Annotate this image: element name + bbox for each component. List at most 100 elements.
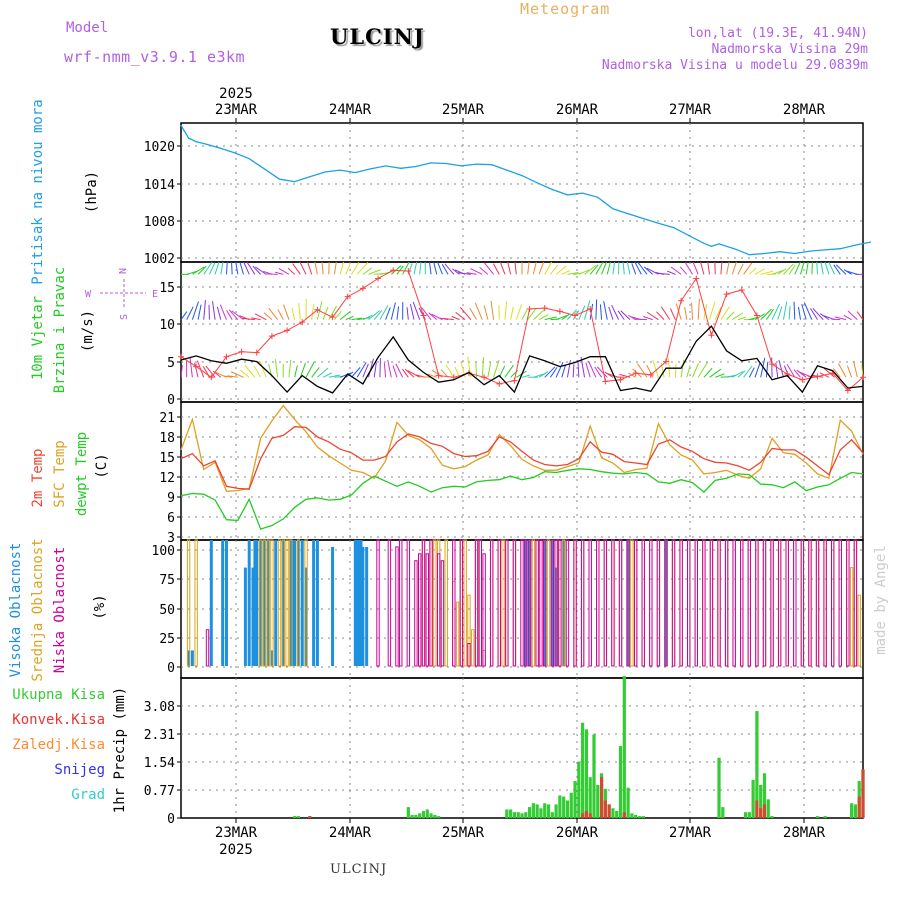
cloud-low-bar [399, 539, 403, 667]
wind-arrow [754, 313, 765, 321]
wind-arrow [499, 262, 506, 275]
wind-arrow [181, 364, 183, 378]
wind-arrow [231, 262, 233, 275]
temp-unit: (C) [94, 453, 110, 478]
wind-arrow [796, 369, 807, 378]
wind-arrow [820, 313, 830, 321]
wind-arrow [205, 365, 216, 378]
rain-total-bar [437, 816, 441, 818]
pressure-point [445, 162, 447, 165]
wind-arrow [788, 264, 796, 275]
pressure-point [180, 124, 182, 127]
cloud-low-bar [527, 539, 532, 667]
wind-arrow [732, 312, 744, 321]
rain-total-bar [641, 816, 645, 818]
rain-total-bar [509, 809, 513, 818]
wind-arrow [679, 266, 688, 275]
wind-arrow [527, 262, 530, 275]
gust-marker [526, 305, 533, 312]
cloud-low-bar [747, 539, 752, 667]
cloud-low-bar [474, 539, 479, 667]
wind-arrow [242, 317, 255, 321]
wind-arrow [288, 359, 292, 378]
cloud-low-bar [641, 539, 645, 667]
wind-arrow [298, 303, 301, 320]
cloud-low-bar [830, 539, 835, 667]
cloud-low-bar [671, 539, 676, 667]
wind-arrow [555, 314, 568, 321]
cloud-high-bar [187, 650, 191, 666]
wind-arrow [504, 364, 514, 378]
wind-arrow [812, 308, 824, 320]
wind-arrow [834, 316, 847, 321]
y-tick-label: 3.08 [144, 700, 175, 715]
wind-arrow [853, 360, 858, 378]
wind-arrow [305, 361, 315, 378]
pressure-line [180, 125, 871, 256]
cloud-low-bar [205, 629, 210, 667]
pressure-point [187, 137, 190, 139]
gust-marker [617, 376, 624, 383]
cloud-high-bar [289, 540, 293, 666]
day-label-top: 25MAR [442, 102, 485, 118]
wind-arrow [292, 263, 301, 275]
wind-arrow [622, 262, 625, 275]
year-label-top: 2025 [219, 86, 253, 102]
y-tick-label: 1002 [144, 252, 175, 267]
rain-total-bar [759, 784, 763, 818]
cloud-high-bar [361, 546, 365, 666]
rain-total-bar [766, 799, 770, 818]
wind-arrow [481, 357, 485, 378]
cloud-low-bar [815, 539, 820, 667]
pressure-point [688, 234, 690, 237]
wind-arrow [368, 269, 381, 275]
cloud-mid-bar [266, 539, 270, 667]
pressure-point [566, 194, 569, 196]
wind-arrow [620, 310, 631, 321]
wind-arrow [604, 371, 614, 378]
cloud-high-bar [524, 540, 528, 666]
wind-arrow [720, 306, 731, 320]
gust-marker [223, 353, 230, 360]
rain-total-bar [622, 676, 626, 818]
pressure-point [309, 176, 311, 178]
station-title: ULCINJ [330, 24, 425, 49]
wind-arrow [475, 361, 478, 378]
gust-marker [193, 363, 200, 370]
wind-arrow [532, 262, 537, 275]
wind-arrow [726, 311, 735, 320]
wind-arrow [470, 268, 483, 275]
wind-arrow [686, 365, 691, 378]
gust-marker [738, 287, 745, 293]
wind-arrow [748, 367, 755, 378]
cloud-high-bar [554, 567, 558, 666]
wind-arrow [283, 304, 290, 320]
wind-arrow [856, 311, 863, 320]
gust-marker [284, 327, 291, 334]
wind-arrow [561, 313, 570, 321]
day-label-bottom: 27MAR [669, 825, 712, 841]
gust-marker [860, 374, 866, 381]
wind-arrow [373, 362, 377, 378]
wind-arrow [833, 264, 841, 275]
y-tick-label: 10 [159, 318, 175, 333]
rain-total-bar [581, 722, 585, 818]
compass-east: E [152, 289, 158, 300]
cloud-high-bar [266, 540, 270, 666]
gust-marker [678, 297, 685, 304]
wind-arrow [567, 271, 579, 275]
gust-marker [405, 268, 412, 275]
wind-arrow [230, 371, 244, 378]
wind-arrow [274, 359, 279, 378]
precip-legend-item: Snijeg [54, 762, 105, 778]
cloud-high-bar [365, 546, 369, 666]
wind-arrow [333, 262, 337, 275]
gust-marker [238, 348, 245, 355]
cloud-mid-bar [857, 594, 861, 667]
cloud-low-bar [558, 539, 562, 667]
wind-arrow [311, 304, 315, 320]
wind-arrow [287, 267, 296, 275]
wind-arrow [783, 263, 794, 275]
wind-label-1: 10m Vjetar [30, 296, 46, 380]
cloud-high-bar [300, 540, 304, 666]
